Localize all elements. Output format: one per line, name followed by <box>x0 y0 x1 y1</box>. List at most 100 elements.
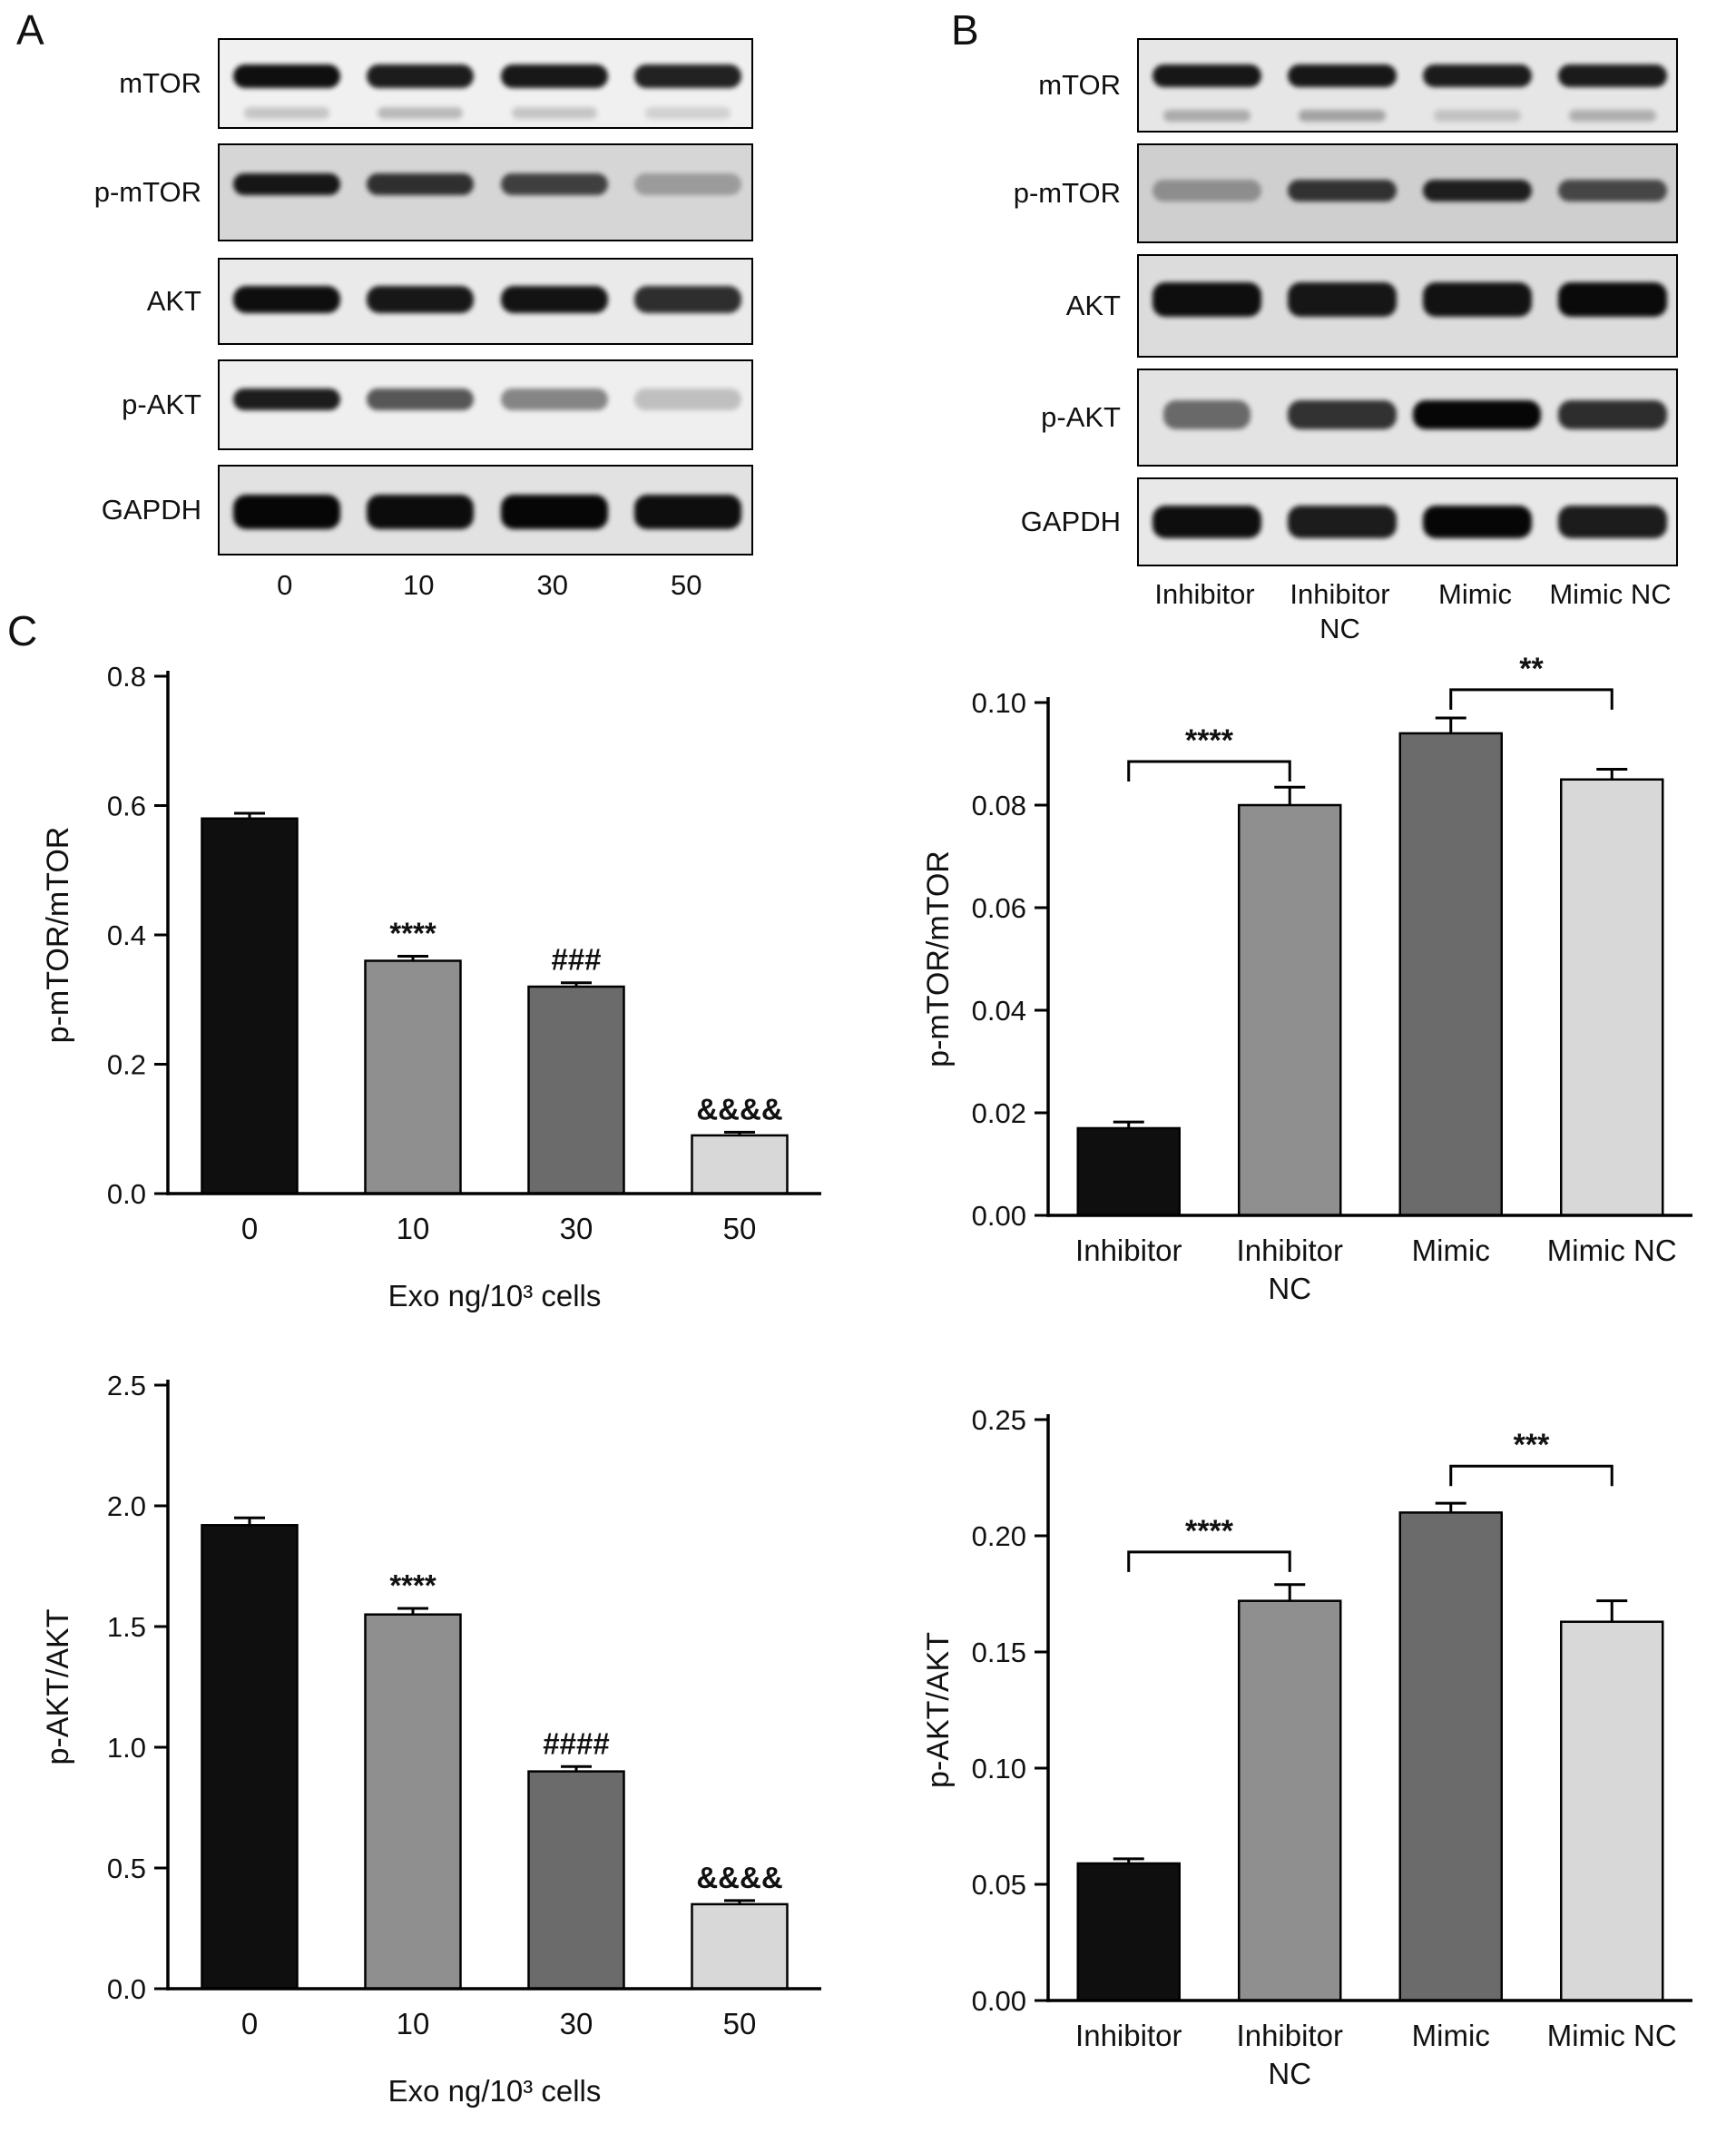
protein-band <box>500 286 608 314</box>
ghost-band <box>1162 109 1251 122</box>
blot-image-p-mTOR <box>218 143 753 241</box>
chart-pmtor-group: 0.00 0.02 0.04 0.06 0.08 0.10 Inhibitor Inhibit… <box>921 652 1692 1305</box>
y-tick-label: 0.0 <box>107 1973 146 2005</box>
protein-band <box>634 388 742 410</box>
x-category-label: Mimic NC <box>1547 2019 1677 2052</box>
significance-annotation: ### <box>551 943 601 977</box>
x-axis-title: Exo ng/10³ cells <box>388 2074 602 2108</box>
significance-label: **** <box>1185 1514 1234 1548</box>
lane-label: 0 <box>277 569 293 601</box>
significance-bracket <box>1127 760 1291 782</box>
blot-image-mTOR <box>1137 38 1678 133</box>
y-tick-label: 0.04 <box>972 995 1026 1027</box>
significance-bracket <box>1127 1550 1291 1572</box>
y-tick-label: 1.5 <box>107 1611 146 1643</box>
x-category-label: NC <box>1268 2057 1311 2090</box>
blot-row: p-AKT <box>7 359 753 450</box>
ghost-band <box>511 107 597 119</box>
protein-band <box>1152 179 1261 202</box>
x-category-label: Inhibitor <box>1075 2019 1182 2052</box>
y-tick-label: 2.0 <box>107 1490 146 1522</box>
protein-band <box>500 64 608 88</box>
significance-annotation: **** <box>389 1568 436 1602</box>
bar-Inhibitor NC <box>1238 803 1342 1217</box>
blot-image-mTOR <box>218 38 753 129</box>
panel-b-westernblots: mTOR p-mTOR AKT p-AKT GAPDH Inhibitor Inhibito… <box>939 38 1678 646</box>
protein-band <box>1557 399 1667 429</box>
protein-band <box>1287 179 1397 202</box>
y-tick-label: 0.00 <box>972 1200 1026 1232</box>
blot-row: GAPDH <box>7 465 753 555</box>
error-bar <box>1113 1120 1144 1127</box>
protein-band <box>1422 64 1532 88</box>
bar-10 <box>364 1613 462 1991</box>
lane-label: Inhibitor NC <box>1290 578 1390 644</box>
protein-band <box>1287 506 1397 539</box>
x-category-label: 50 <box>723 2007 757 2040</box>
blot-image-AKT <box>218 258 753 345</box>
protein-band <box>367 173 475 196</box>
significance-annotation: &&&& <box>696 1861 782 1894</box>
x-category-label: Mimic <box>1412 1234 1490 1267</box>
error-bar <box>397 1607 428 1614</box>
protein-band <box>1422 179 1532 202</box>
y-axis-title: p-AKT/AKT <box>41 1609 75 1765</box>
blot-image-p-AKT <box>1137 369 1678 467</box>
protein-band <box>1557 281 1667 317</box>
y-tick-label: 0.00 <box>972 1985 1026 2017</box>
protein-band <box>634 64 742 88</box>
significance-annotation: **** <box>389 917 436 950</box>
y-axis-title: p-mTOR/mTOR <box>921 850 956 1067</box>
blot-image-p-mTOR <box>1137 143 1678 243</box>
x-category-label: Mimic NC <box>1547 1234 1677 1267</box>
lane-label: Mimic NC <box>1549 578 1672 610</box>
error-bar <box>397 955 428 960</box>
protein-band <box>367 388 475 410</box>
y-axis-title: p-AKT/AKT <box>921 1632 956 1788</box>
bar-30 <box>527 985 625 1195</box>
error-bar <box>1596 767 1628 779</box>
lane-label: Inhibitor <box>1154 578 1255 610</box>
ghost-band <box>1298 109 1386 122</box>
blot-target-label: AKT <box>1065 290 1121 321</box>
blot-target-label: p-mTOR <box>1013 177 1121 209</box>
x-category-label: Mimic <box>1412 2019 1490 2052</box>
protein-band <box>1162 399 1251 429</box>
x-axis-title: Exo ng/10³ cells <box>388 1279 602 1312</box>
blot-row: p-AKT <box>939 369 1678 467</box>
protein-band <box>367 286 475 314</box>
error-bar <box>724 1130 755 1135</box>
bar-Mimic NC <box>1560 1620 1664 2002</box>
protein-band <box>232 173 340 196</box>
protein-band <box>500 388 608 410</box>
protein-band <box>1557 64 1667 88</box>
bar-0 <box>201 1524 299 1991</box>
bar-0 <box>201 817 299 1195</box>
ghost-band <box>243 107 329 119</box>
y-tick-label: 0.2 <box>107 1049 146 1081</box>
lane-label: 30 <box>536 569 568 601</box>
error-bar <box>561 981 592 986</box>
x-category-label: 30 <box>560 2007 593 2040</box>
protein-band <box>1422 506 1532 539</box>
x-category-label: 0 <box>241 2007 258 2040</box>
lane-label: Mimic <box>1438 578 1512 610</box>
error-bar <box>234 1516 265 1525</box>
significance-bracket <box>1449 1464 1613 1487</box>
blot-image-p-AKT <box>218 359 753 450</box>
protein-band <box>232 64 340 88</box>
protein-band <box>1422 281 1532 317</box>
lane-labels: Inhibitor Inhibitor NC Mimic Mimic NC <box>1137 577 1678 646</box>
panel-a-label: A <box>16 6 45 54</box>
bar-30 <box>527 1770 625 1991</box>
protein-band <box>634 173 742 196</box>
ghost-band <box>1433 109 1521 122</box>
y-tick-label: 0.05 <box>972 1869 1026 1901</box>
lane-label: 50 <box>671 569 702 601</box>
error-bar <box>1435 1501 1466 1512</box>
x-category-label: 0 <box>241 1212 258 1245</box>
bar-Mimic <box>1398 732 1503 1217</box>
error-bar <box>1274 785 1306 804</box>
error-bar <box>1435 716 1466 732</box>
bar-10 <box>364 959 462 1195</box>
